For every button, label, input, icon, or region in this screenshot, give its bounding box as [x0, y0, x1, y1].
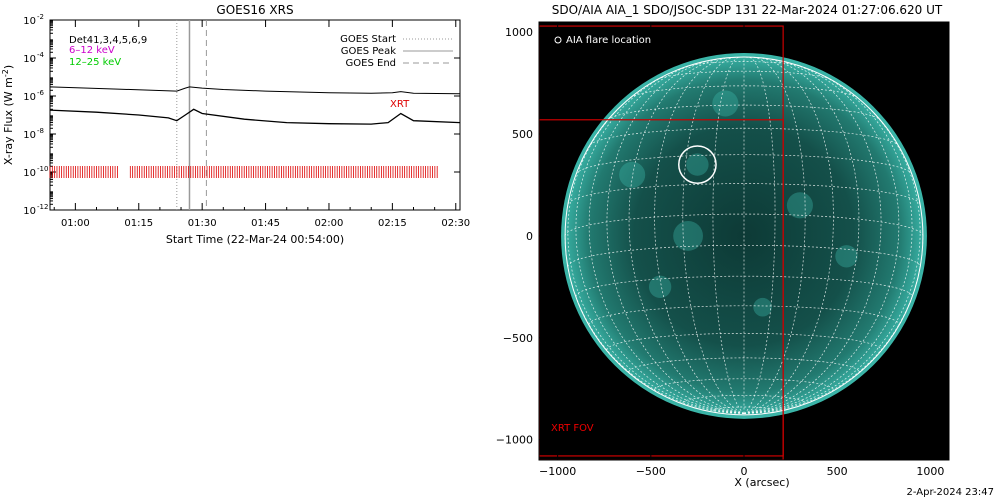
active-region-glow: [753, 297, 772, 317]
latitude-line: [682, 394, 806, 403]
y-tick-exponent: -8: [37, 127, 44, 135]
x-tick-label: 0: [741, 465, 748, 478]
goes-series-line-1: [49, 86, 461, 95]
latitude-line: [607, 104, 881, 121]
solar-active-regions: [619, 90, 858, 317]
x-tick-label: 01:00: [61, 218, 90, 229]
aia-image-svg: SDO/AIA AIA_1 SDO/JSOC-SDP 131 22-Mar-20…: [496, 3, 950, 489]
aia-image-panel: SDO/AIA AIA_1 SDO/JSOC-SDP 131 22-Mar-20…: [495, 0, 1000, 500]
band-12-25-kev-label: 12–25 keV: [69, 57, 121, 68]
longitude-line: [743, 56, 806, 414]
y-tick-exponent: -6: [37, 89, 45, 97]
latitude-line: [567, 183, 921, 205]
y-tick-label: −1000: [496, 434, 533, 447]
longitude-line: [743, 89, 921, 414]
longitude-line: [682, 56, 745, 414]
goes-legend: GOES Start GOES Peak GOES End: [340, 34, 453, 69]
xrt-fov-box: [539, 119, 784, 457]
x-tick-label: −1000: [539, 465, 576, 478]
band-6-12-kev-label: 6–12 keV: [69, 45, 115, 56]
legend-goes-start-label: GOES Start: [340, 34, 396, 45]
longitude-line: [575, 67, 745, 414]
aia-title: SDO/AIA AIA_1 SDO/JSOC-SDP 131 22-Mar-20…: [552, 3, 943, 17]
longitude-line: [743, 67, 913, 414]
goes-xrs-chart: GOES16 XRS 10 -12 10 -10 10 -8 10 -6 10 -4 10 -2 01…: [0, 0, 480, 260]
y-tick-exponent: -10: [37, 165, 48, 173]
y-tick-label: 0: [526, 230, 533, 243]
active-region-glow: [835, 245, 858, 268]
y-tick-label: 10: [23, 168, 36, 179]
y-tick-label: 10: [23, 92, 36, 103]
longitude-line: [567, 89, 745, 414]
goes-ylabel: X-ray Flux (W m-2): [1, 65, 15, 165]
latitude-line: [654, 378, 834, 390]
goes-plot-frame: [49, 19, 461, 211]
x-tick-label: 01:45: [251, 218, 280, 229]
longitude-line: [743, 57, 834, 414]
latitude-line: [712, 406, 776, 411]
latitude-line: [630, 85, 858, 98]
active-region-glow: [648, 275, 672, 299]
active-region-glow: [712, 90, 739, 117]
goes-series-group: [49, 86, 461, 125]
latitude-line: [588, 305, 900, 325]
active-region-glow: [786, 192, 813, 219]
y-tick-label: −500: [503, 332, 533, 345]
x-tick-label: 500: [827, 465, 848, 478]
y-tick-exponent: -2: [37, 13, 44, 21]
x-tick-label: 01:30: [188, 218, 217, 229]
longitude-line: [628, 58, 745, 414]
active-region-glow: [686, 153, 709, 176]
aia-xlabel: X (arcsec): [734, 476, 789, 489]
latitude-line: [575, 154, 913, 175]
x-tick-label: −500: [636, 465, 666, 478]
longitude-line: [712, 56, 745, 414]
longitude-line: [654, 57, 745, 414]
longitude-line: [743, 56, 776, 414]
x-tick-label: 02:00: [315, 218, 344, 229]
aia-y-axis: −1000 −500 0 500 1000: [496, 26, 949, 447]
solar-limb: [564, 56, 924, 416]
footer-date: 2-Apr-2024 23:47: [906, 487, 994, 498]
goes-title: GOES16 XRS: [216, 3, 293, 17]
legend-goes-end-label: GOES End: [346, 58, 396, 69]
y-tick-label: 10: [23, 130, 36, 141]
aia-legend-symbol: [554, 36, 562, 44]
y-tick-label: 1000: [505, 26, 533, 39]
y-tick-exponent: -12: [37, 203, 48, 211]
longitude-line: [743, 61, 900, 414]
x-tick-label: 01:15: [124, 218, 153, 229]
aia-legend-label: AIA flare location: [566, 35, 651, 46]
active-region-glow: [673, 220, 703, 251]
xrt-fov-label: XRT FOV: [551, 423, 594, 434]
goes-x-axis: 01:00 01:15 01:30 01:45 02:00 02:15 02:30: [53, 20, 470, 229]
y-tick-label: 10: [23, 16, 36, 27]
longitude-line: [606, 58, 745, 414]
x-tick-label: 1000: [916, 465, 944, 478]
goes-xlabel: Start Time (22-Mar-24 00:54:00): [166, 233, 344, 246]
xrt-label: XRT: [390, 99, 410, 110]
goes-event-markers: [176, 20, 207, 210]
legend-goes-peak-label: GOES Peak: [341, 46, 396, 57]
flare-location-marker: [678, 145, 717, 184]
latitude-line: [686, 61, 802, 67]
xrt-observation-marks: [49, 166, 438, 178]
y-tick-label: 10: [23, 54, 36, 65]
aia-x-axis: −1000 −500 0 500 1000: [539, 22, 944, 478]
x-tick-label: 02:30: [441, 218, 470, 229]
detector-list-label: Det41,3,4,5,6,9: [69, 35, 147, 46]
goes-series-line-2: [49, 108, 461, 125]
active-region-glow: [619, 161, 646, 188]
x-tick-label: 02:15: [378, 218, 407, 229]
longitude-line: [588, 61, 745, 414]
y-tick-label: 10: [23, 206, 36, 217]
longitude-line: [743, 58, 882, 414]
y-tick-label: 500: [512, 128, 533, 141]
y-tick-exponent: -4: [37, 51, 45, 59]
longitude-line: [743, 58, 860, 414]
heliographic-grid: [564, 56, 924, 414]
